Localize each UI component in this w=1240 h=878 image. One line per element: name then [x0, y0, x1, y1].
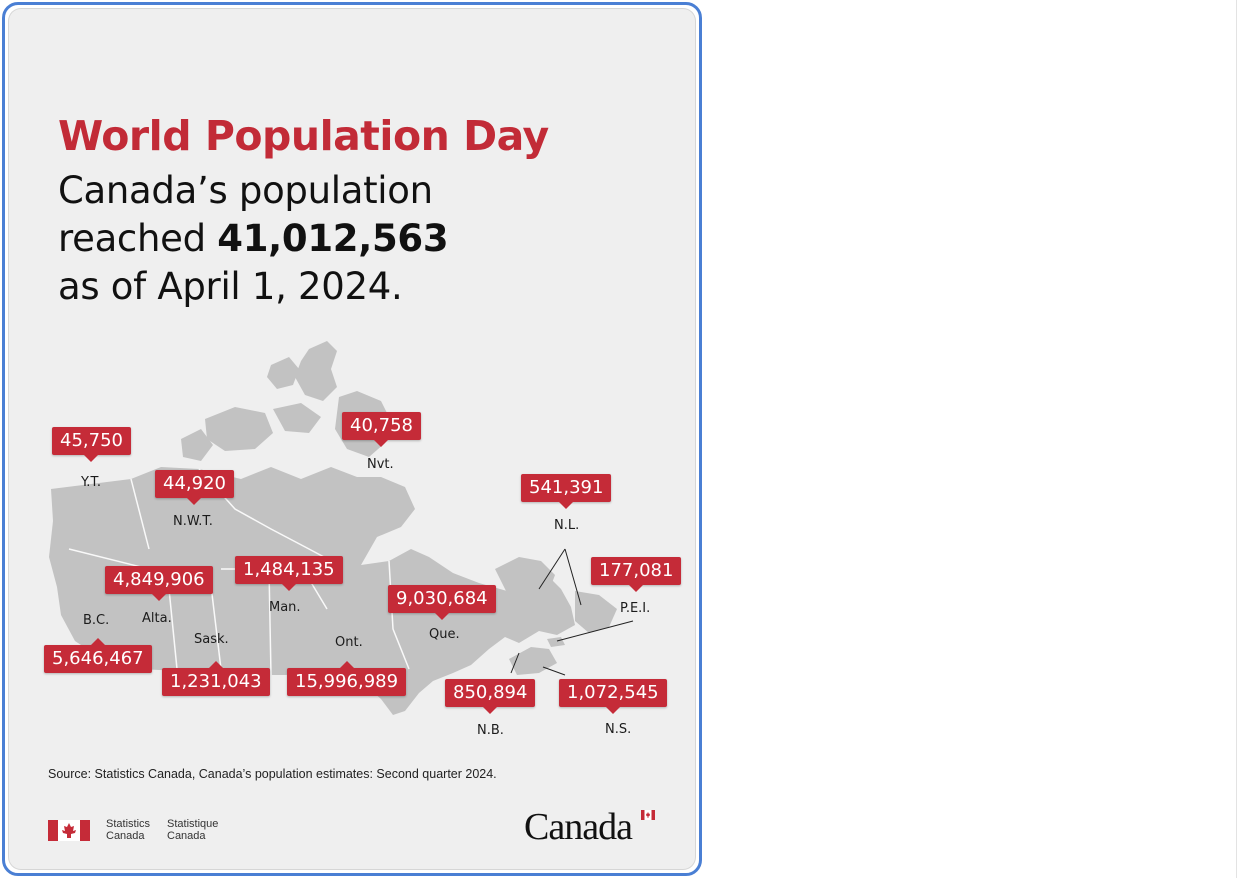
- total-population: 41,012,563: [217, 217, 449, 260]
- border-ontario-quebec: [388, 560, 410, 670]
- alberta-population-label: 4,849,906: [105, 566, 213, 601]
- ontario-population-label: 15,996,989: [287, 661, 407, 696]
- quebec-population-label: 9,030,684: [388, 585, 496, 620]
- arctic-island-north: [267, 357, 299, 389]
- window-edge: [1236, 0, 1237, 878]
- agency-name-french: Statistique Canada: [167, 818, 219, 842]
- ns-abbr: N.S.: [605, 722, 632, 737]
- arctic-island-ellesmere: [295, 341, 337, 401]
- sask-population-label: 1,231,043: [162, 661, 270, 696]
- bc-abbr: B.C.: [83, 613, 110, 628]
- ontario-abbr: Ont.: [335, 635, 363, 650]
- headline-line-2: reached 41,012,563: [58, 215, 449, 263]
- source-note: Source: Statistics Canada, Canada’s popu…: [48, 767, 497, 781]
- wordmark-flag-icon: [641, 810, 655, 820]
- alberta-abbr: Alta.: [142, 611, 172, 626]
- headline-line-3: as of April 1, 2024.: [58, 265, 403, 308]
- ns-population-label: 1,072,545: [559, 679, 667, 714]
- headline-prefix: reached: [58, 217, 218, 260]
- headline-line-1: Canada’s population: [58, 169, 433, 212]
- nl-leader-labrador: [538, 548, 566, 590]
- quebec-abbr: Que.: [429, 627, 460, 642]
- agency-name-english: Statistics Canada: [106, 818, 151, 842]
- yukon-population-label: 45,750: [52, 427, 131, 462]
- nb-population-label: 850,894: [445, 679, 536, 714]
- nl-population-label: 541,391: [521, 474, 612, 509]
- pei-leader: [556, 620, 634, 642]
- infographic-card: World Population Day Canada’s population…: [9, 9, 695, 869]
- nwt-population-label: 44,920: [155, 470, 234, 505]
- arctic-island-banks: [181, 429, 213, 461]
- arctic-island-victoria: [205, 407, 273, 451]
- mainland: [49, 467, 575, 715]
- nunavut-population-label: 40,758: [342, 412, 421, 447]
- canada-wordmark: Canada: [524, 806, 633, 848]
- bc-population-label: 5,646,467: [44, 638, 152, 673]
- manitoba-abbr: Man.: [269, 600, 301, 615]
- nb-leader: [510, 652, 520, 674]
- labrador: [495, 557, 555, 601]
- pei: [547, 637, 565, 647]
- ns-leader: [542, 666, 566, 676]
- manitoba-population-label: 1,484,135: [235, 556, 343, 591]
- arctic-island-mid: [273, 403, 321, 433]
- nwt-abbr: N.W.T.: [173, 514, 213, 529]
- population-headline: Canada’s population reached 41,012,563 a…: [58, 167, 449, 311]
- poster-title: World Population Day: [58, 112, 549, 160]
- pei-abbr: P.E.I.: [620, 601, 651, 616]
- sask-abbr: Sask.: [194, 632, 229, 647]
- nb-abbr: N.B.: [477, 723, 504, 738]
- border-yukon-nwt: [130, 478, 150, 550]
- nl-abbr: N.L.: [554, 518, 580, 533]
- nl-leader-newfoundland: [564, 548, 582, 606]
- newfoundland: [575, 591, 617, 633]
- yukon-abbr: Y.T.: [81, 475, 101, 490]
- pei-population-label: 177,081: [591, 557, 682, 592]
- canada-flag-icon: [48, 820, 90, 841]
- nunavut-abbr: Nvt.: [367, 457, 394, 472]
